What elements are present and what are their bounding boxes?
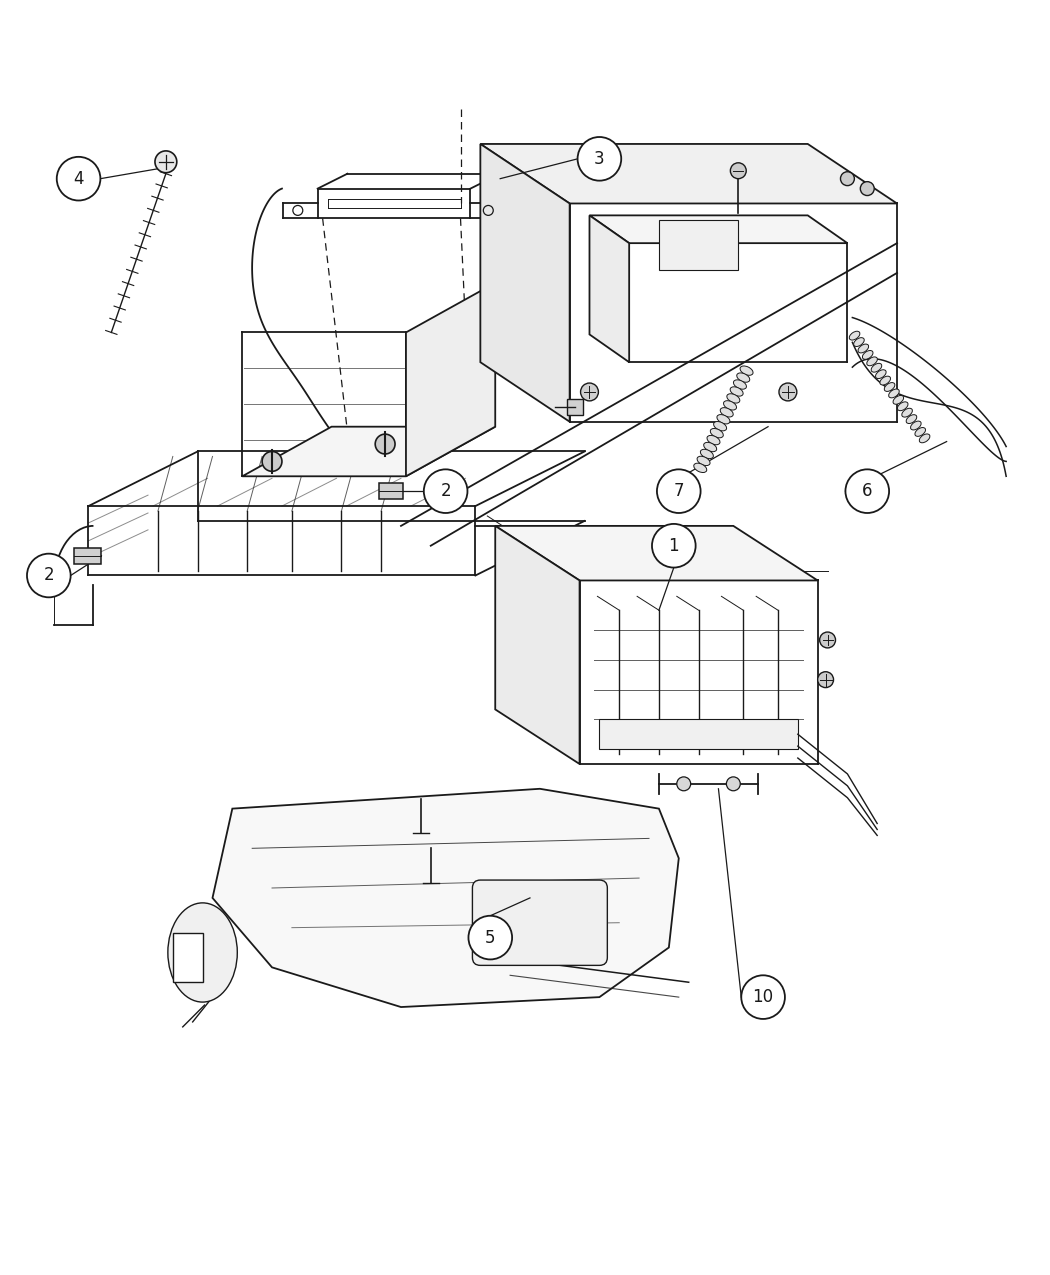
Ellipse shape [915, 427, 925, 436]
Ellipse shape [902, 408, 912, 417]
Ellipse shape [697, 456, 710, 465]
Ellipse shape [720, 408, 733, 417]
Ellipse shape [704, 442, 717, 451]
Circle shape [578, 136, 622, 181]
Ellipse shape [858, 344, 868, 353]
Text: 2: 2 [43, 566, 55, 584]
Polygon shape [480, 144, 570, 422]
Ellipse shape [888, 389, 899, 398]
Ellipse shape [898, 402, 908, 411]
Text: 6: 6 [862, 482, 873, 500]
Circle shape [731, 163, 747, 179]
Circle shape [27, 553, 70, 597]
Circle shape [741, 975, 785, 1019]
Bar [567, 399, 583, 414]
Circle shape [860, 181, 875, 195]
Polygon shape [589, 215, 629, 362]
FancyBboxPatch shape [472, 880, 607, 965]
Text: 2: 2 [440, 482, 450, 500]
Circle shape [727, 776, 740, 790]
Polygon shape [243, 427, 496, 477]
Circle shape [845, 469, 889, 513]
Polygon shape [496, 525, 580, 764]
Polygon shape [406, 283, 496, 477]
Text: 4: 4 [74, 170, 84, 187]
Ellipse shape [884, 382, 895, 391]
Text: 5: 5 [485, 928, 496, 946]
Ellipse shape [854, 338, 864, 347]
Text: 3: 3 [594, 150, 605, 168]
Circle shape [818, 672, 834, 687]
Ellipse shape [910, 421, 921, 430]
Bar [600, 719, 798, 750]
Circle shape [652, 524, 696, 567]
Bar [173, 932, 203, 982]
Circle shape [262, 451, 282, 472]
Bar [379, 483, 403, 499]
Ellipse shape [849, 332, 860, 340]
Ellipse shape [867, 357, 878, 366]
Polygon shape [212, 789, 678, 1007]
Ellipse shape [737, 372, 750, 382]
Circle shape [677, 776, 691, 790]
Ellipse shape [740, 366, 753, 375]
Ellipse shape [700, 449, 713, 459]
Ellipse shape [894, 395, 904, 404]
Ellipse shape [710, 428, 723, 437]
Ellipse shape [920, 434, 930, 442]
Ellipse shape [727, 394, 740, 403]
Circle shape [840, 172, 855, 186]
Bar [74, 548, 102, 564]
Circle shape [581, 382, 598, 400]
Ellipse shape [730, 386, 743, 397]
Ellipse shape [694, 463, 707, 473]
Circle shape [155, 150, 176, 172]
Text: 10: 10 [753, 988, 774, 1006]
Ellipse shape [876, 370, 886, 379]
Circle shape [375, 434, 395, 454]
Polygon shape [480, 144, 897, 204]
Circle shape [424, 469, 467, 513]
Ellipse shape [714, 422, 727, 431]
Ellipse shape [906, 414, 917, 423]
Ellipse shape [723, 400, 736, 411]
Circle shape [657, 469, 700, 513]
Bar [659, 221, 738, 270]
Ellipse shape [734, 380, 747, 389]
Text: 7: 7 [673, 482, 684, 500]
Ellipse shape [862, 351, 873, 360]
Circle shape [57, 157, 101, 200]
Text: 1: 1 [669, 537, 679, 555]
Ellipse shape [717, 414, 730, 423]
Circle shape [468, 915, 512, 959]
Polygon shape [496, 525, 818, 580]
Polygon shape [589, 215, 847, 244]
Ellipse shape [872, 363, 882, 372]
Ellipse shape [880, 376, 890, 385]
Circle shape [779, 382, 797, 400]
Ellipse shape [168, 903, 237, 1002]
Circle shape [820, 632, 836, 648]
Ellipse shape [707, 436, 720, 445]
